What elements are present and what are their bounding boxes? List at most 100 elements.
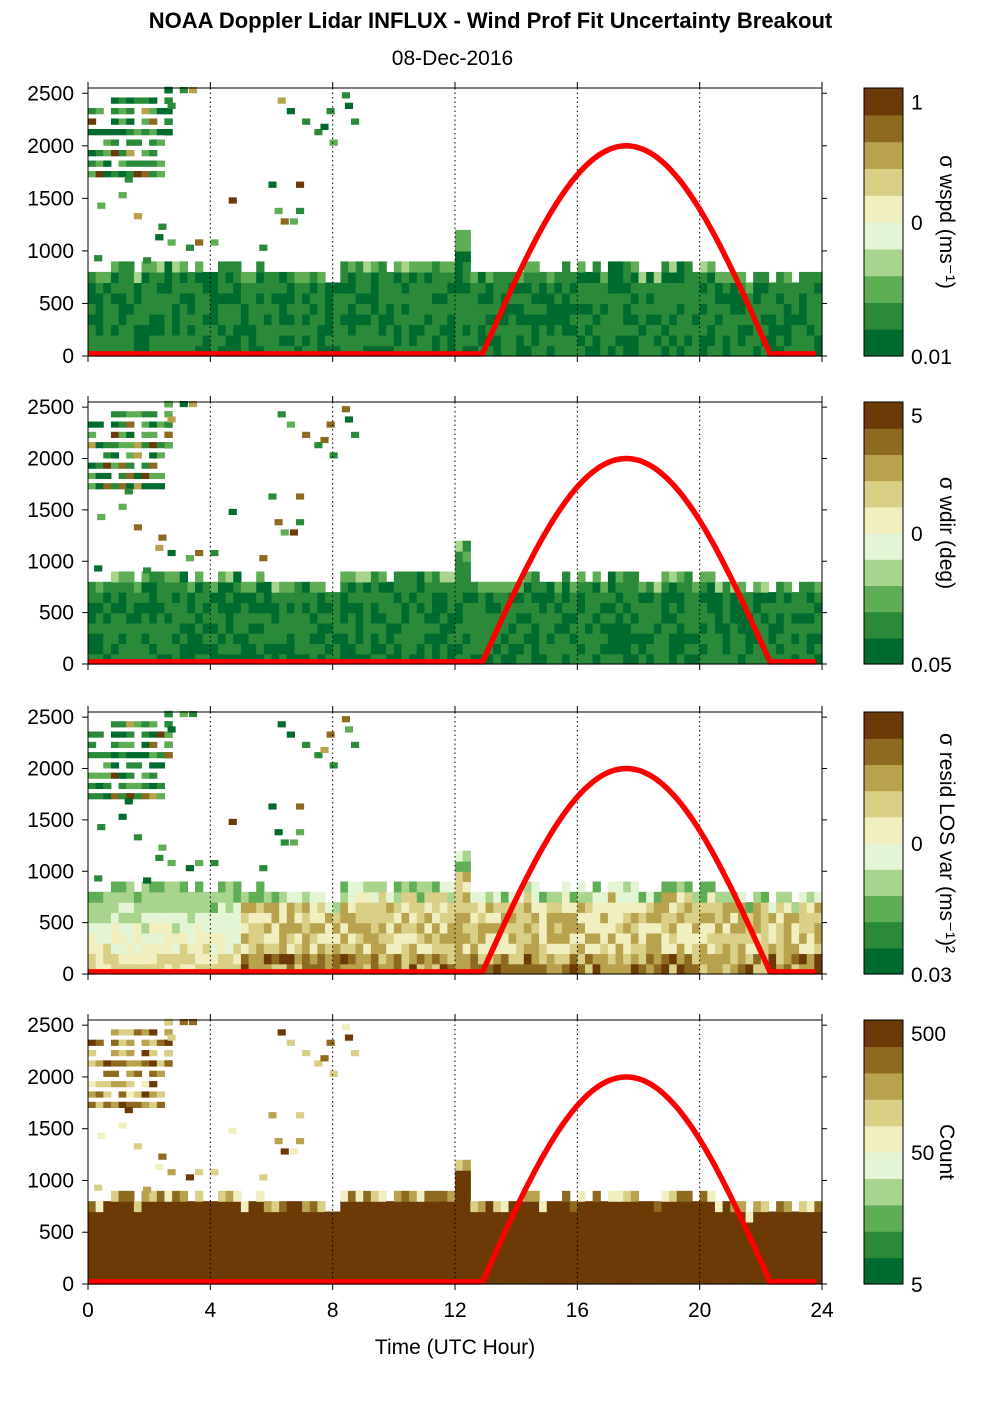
heatmap-cell <box>256 1242 265 1254</box>
heatmap-cell <box>240 1232 250 1244</box>
heatmap-cell <box>768 334 777 347</box>
colorbar-swatch <box>864 342 903 348</box>
heatmap-cell <box>156 762 165 769</box>
heatmap-cell <box>118 107 127 115</box>
heatmap-cell <box>158 534 167 541</box>
x-tick-label: 16 <box>566 1299 589 1322</box>
colorbar: 00.03σ resid LOS var (ms⁻¹)² <box>863 711 958 987</box>
heatmap-cell <box>661 602 670 614</box>
heatmap-cell <box>630 891 640 903</box>
heatmap-cell <box>814 581 823 593</box>
heatmap-cell <box>546 602 555 614</box>
colorbar-swatch <box>864 1160 903 1166</box>
heatmap-cell <box>325 292 334 305</box>
heatmap-cell <box>317 602 326 614</box>
heatmap-cell <box>378 282 387 294</box>
heatmap-cell <box>172 953 181 965</box>
heatmap-cell <box>202 303 211 315</box>
heatmap-cell <box>302 271 311 284</box>
heatmap-cell <box>516 303 525 315</box>
heatmap-cell <box>455 633 464 645</box>
heatmap-cell <box>172 334 181 347</box>
heatmap-cell <box>485 633 494 645</box>
heatmap-cell <box>554 1263 563 1275</box>
heatmap-cell <box>416 1190 426 1202</box>
heatmap-cell <box>485 581 494 593</box>
heatmap-cell <box>317 1211 326 1223</box>
heatmap-cell <box>302 313 311 326</box>
heatmap-cell <box>126 313 135 326</box>
heatmap-cell <box>286 334 296 347</box>
heatmap-cell <box>286 902 296 913</box>
heatmap-cell <box>217 1211 227 1223</box>
heatmap-cell <box>554 653 563 665</box>
heatmap-cell <box>470 324 479 336</box>
heatmap-cell <box>707 602 716 614</box>
y-tick-label: 500 <box>39 602 74 625</box>
colorbar-swatch <box>864 882 903 888</box>
heatmap-cell <box>470 633 479 645</box>
heatmap-cell <box>202 1232 211 1244</box>
heatmap-cell <box>332 334 341 347</box>
colorbar-swatch <box>864 607 903 613</box>
heatmap-cell <box>745 1211 754 1223</box>
heatmap-cell <box>320 436 329 444</box>
heatmap-cell <box>768 932 777 944</box>
heatmap-cell <box>95 334 104 347</box>
heatmap-cell <box>799 324 808 336</box>
heatmap-cell <box>623 592 632 603</box>
heatmap-cell <box>493 633 502 645</box>
heatmap-cell <box>806 1221 815 1233</box>
heatmap-cell <box>95 1263 104 1275</box>
heatmap-cell <box>126 334 135 347</box>
heatmap-cell <box>133 1143 143 1150</box>
heatmap-cell <box>493 1232 502 1244</box>
heatmap-cell <box>768 345 777 357</box>
heatmap-cell <box>280 529 289 536</box>
heatmap-cell <box>240 313 250 326</box>
heatmap-cell <box>401 334 410 347</box>
heatmap-cell <box>539 345 548 357</box>
heatmap-cell <box>707 653 716 665</box>
heatmap-cell <box>317 891 326 903</box>
colorbar-swatch <box>864 947 903 953</box>
heatmap-cell <box>500 643 510 655</box>
heatmap-cell <box>88 1273 97 1285</box>
heatmap-cell <box>271 891 280 903</box>
heatmap-cell <box>156 581 166 593</box>
heatmap-cell <box>714 912 724 924</box>
heatmap-cell <box>363 891 372 903</box>
heatmap-cell <box>776 303 785 315</box>
heatmap-cell <box>332 345 341 357</box>
heatmap-cell <box>416 943 426 955</box>
heatmap-cell <box>225 1273 234 1285</box>
heatmap-cell <box>187 1252 196 1264</box>
heatmap-cell <box>164 752 173 759</box>
heatmap-cell <box>378 592 387 603</box>
heatmap-cell <box>806 334 815 347</box>
heatmap-cell <box>378 922 387 934</box>
heatmap-cell <box>646 324 655 336</box>
heatmap-cell <box>124 176 133 183</box>
heatmap-cell <box>118 282 127 294</box>
heatmap-cell <box>584 643 594 655</box>
heatmap-cell <box>676 1221 685 1233</box>
heatmap-cell <box>118 292 127 305</box>
heatmap-cell <box>401 303 410 315</box>
heatmap-cell <box>416 345 426 357</box>
heatmap-cell <box>88 1050 97 1057</box>
heatmap-cell <box>378 581 387 593</box>
heatmap-cell <box>179 953 188 965</box>
heatmap-cell <box>355 881 364 893</box>
colorbar-swatch <box>864 1182 903 1188</box>
heatmap-cell <box>455 571 464 583</box>
heatmap-cell <box>179 902 188 913</box>
heatmap-cell <box>523 271 533 284</box>
heatmap-cell <box>332 622 341 634</box>
heatmap-cell <box>217 881 227 893</box>
heatmap-cell <box>760 292 770 305</box>
heatmap-cell <box>692 1273 701 1285</box>
heatmap-cell <box>546 292 555 305</box>
heatmap-cell <box>195 282 204 294</box>
heatmap-cell <box>126 128 135 136</box>
